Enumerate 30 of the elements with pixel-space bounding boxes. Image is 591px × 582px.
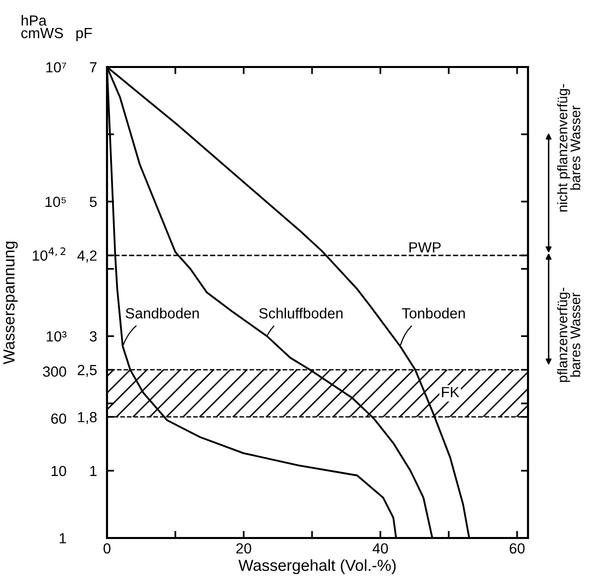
text: pflanzenverfüg- bares Wasser	[557, 288, 580, 382]
text: nicht pflanzenverfüg- bares Wasser	[557, 84, 580, 212]
y2-tick-label: 7	[90, 62, 97, 72]
x-tick-label: 0	[104, 543, 110, 554]
x-axis-title: Wassergehalt (Vol.-%)	[238, 559, 396, 574]
y-tick-label: 10$^{4,2}$	[32, 247, 66, 261]
y-tick-label: 1	[60, 533, 66, 544]
y2-tick-label: 4,2	[77, 250, 97, 263]
series-label: Schluffboden	[259, 308, 342, 318]
y-tick-label: 60	[51, 413, 66, 424]
y-tick-label: 300	[42, 366, 66, 377]
y-tick-label: 10	[52, 466, 66, 476]
y-tick-label: 10³	[46, 331, 66, 342]
x-tick-label: 20	[236, 543, 252, 554]
y2-tick-label: 5	[90, 196, 97, 207]
y-axis-title: Wasserspannung	[3, 242, 18, 364]
y2-tick-label: 1	[90, 466, 97, 476]
series-label: Tonboden	[402, 308, 465, 318]
series-label: Sandboden	[126, 308, 199, 318]
y2-tick-label: 1,8	[78, 412, 97, 424]
band-label: FK	[442, 387, 460, 398]
text: hPa cmWS	[21, 14, 63, 38]
y-tick-label: 10⁵	[46, 196, 66, 207]
y2-axis-title: pF	[76, 28, 92, 42]
y2-tick-label: 2,5	[78, 364, 97, 377]
x-tick-label: 40	[372, 543, 388, 554]
ref-line-label: PWP	[409, 242, 441, 252]
y-tick-label: 10⁷	[46, 62, 66, 72]
x-tick-label: 60	[510, 543, 525, 554]
y2-tick-label: 3	[90, 331, 97, 342]
